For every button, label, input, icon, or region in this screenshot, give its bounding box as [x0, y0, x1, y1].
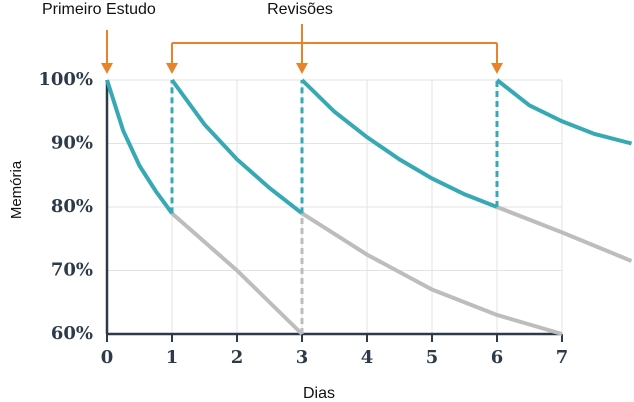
line-series [170, 78, 304, 215]
y-tick-label: 80% [51, 196, 93, 217]
y-tick-label: 100% [38, 69, 93, 90]
x-tick-label: 6 [491, 347, 504, 368]
line-series [170, 211, 304, 336]
line-series [496, 205, 633, 263]
arrow-head [491, 63, 503, 74]
y-tick-label: 60% [51, 323, 93, 344]
line-series [300, 211, 563, 336]
line-series [495, 78, 633, 146]
x-tick-label: 0 [101, 347, 114, 368]
x-tick-label: 5 [426, 347, 439, 368]
x-axis-label: Dias [303, 385, 335, 402]
annotation: Primeiro Estudo [42, 1, 156, 18]
x-tick-label: 3 [296, 347, 309, 368]
y-axis-label: Memória [8, 160, 25, 219]
arrow-head [296, 63, 308, 74]
line-series [300, 78, 498, 209]
y-tick-label: 70% [51, 260, 93, 281]
arrow-head [101, 63, 113, 74]
x-tick-label: 4 [361, 347, 374, 368]
arrow-head [166, 63, 178, 74]
y-tick-label: 90% [51, 133, 93, 154]
annotation: Revisões [267, 1, 333, 18]
line-series [105, 79, 174, 215]
x-tick-label: 7 [556, 347, 569, 368]
x-tick-label: 2 [231, 347, 244, 368]
x-tick-label: 1 [166, 347, 179, 368]
